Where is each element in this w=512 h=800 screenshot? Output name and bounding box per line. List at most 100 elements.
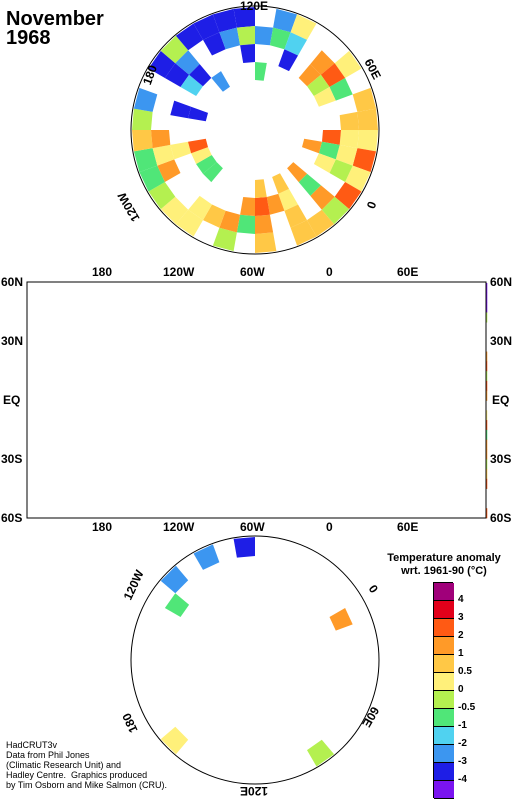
anomaly-cell [233, 7, 255, 28]
anomaly-cell [233, 537, 255, 558]
anomaly-cell [284, 32, 307, 56]
anomaly-cell [313, 87, 336, 107]
np-label-top: 120E [240, 0, 269, 13]
anomaly-cell [269, 27, 291, 50]
top-lon-120w: 120W [163, 265, 195, 279]
legend-swatch [434, 727, 454, 745]
anomaly-cell [148, 182, 176, 210]
anomaly-cell [188, 106, 208, 122]
credits-line5: by Tim Osborn and Mike Salmon (CRU). [6, 780, 168, 790]
anomaly-cell [202, 162, 223, 183]
anomaly-cell [322, 130, 341, 145]
anomaly-cell [321, 196, 350, 225]
legend-label: -3 [458, 756, 467, 767]
anomaly-cell [255, 214, 274, 234]
anomaly-cell [160, 196, 189, 225]
legend-label: -2 [458, 738, 467, 749]
anomaly-cell [313, 153, 336, 173]
legend-swatch [434, 637, 454, 655]
anomaly-cell [290, 14, 317, 40]
anomaly-cell [193, 544, 220, 570]
anomaly-cell [180, 74, 203, 96]
anomaly-cell [255, 232, 277, 253]
lat-right-eq: EQ [492, 393, 510, 407]
top-lon-0: 0 [326, 265, 333, 279]
anomaly-cell [133, 87, 158, 112]
anomaly-cell [329, 159, 353, 182]
lat-left-60s: 60S [1, 511, 23, 525]
legend-label: 1 [458, 648, 464, 659]
anomaly-cell [335, 144, 358, 166]
anomaly-cell [212, 227, 237, 252]
anomaly-cell [320, 63, 346, 87]
anomaly-cell [334, 50, 362, 78]
legend-swatch [434, 709, 454, 727]
anomaly-cell [139, 165, 165, 192]
bottom-lon-60w: 60W [240, 520, 265, 534]
anomaly-cell [310, 50, 335, 75]
anomaly-cell [191, 147, 212, 164]
legend-swatch [434, 673, 454, 691]
anomaly-cell [170, 100, 192, 119]
anomaly-cell [148, 50, 176, 78]
legend-label: -4 [458, 774, 467, 785]
anomaly-cell [160, 565, 189, 594]
legend-label: -0.5 [458, 702, 476, 713]
anomaly-cell [298, 64, 321, 87]
top-lon-180: 180 [92, 265, 113, 279]
credits-line2: Data from Phil Jones [6, 750, 90, 760]
credits-line4: Hadley Centre. Graphics produced [6, 770, 148, 780]
anomaly-cell [307, 739, 335, 767]
anomaly-cell [352, 148, 377, 173]
anomaly-cell [240, 44, 255, 63]
legend-swatch [434, 655, 454, 673]
legend-swatch [434, 601, 454, 619]
legend-label: 2 [458, 630, 464, 641]
anomaly-cell [211, 71, 230, 92]
anomaly-cell [175, 23, 203, 51]
anomaly-cell [175, 209, 203, 237]
anomaly-cell [157, 159, 181, 182]
legend-title-line2: wrt. 1961-90 (°C) [401, 565, 487, 577]
anomaly-cell [151, 130, 171, 149]
anomaly-cell [203, 204, 226, 228]
anomaly-cell [345, 165, 371, 192]
south-polar-map [130, 535, 380, 785]
anomaly-cell [219, 27, 241, 50]
anomaly-cell [160, 35, 189, 64]
lat-left-30n: 30N [1, 334, 24, 348]
anomaly-cell [298, 173, 321, 196]
bottom-lon-60e: 60E [397, 520, 419, 534]
title-year: 1968 [6, 27, 51, 49]
map-title: November 1968 [6, 9, 104, 49]
anomaly-cell [284, 204, 307, 228]
anomaly-cell [287, 162, 308, 183]
lat-left-eq: EQ [3, 393, 21, 407]
credits-line1: HadCRUT3v [6, 740, 58, 750]
anomaly-cell [133, 148, 158, 173]
lat-right-60n: 60N [490, 275, 512, 289]
top-lon-60w: 60W [240, 265, 265, 279]
anomaly-cell [189, 64, 212, 87]
legend-title-line1: Temperature anomaly [387, 552, 501, 564]
legend-swatch [434, 691, 454, 709]
anomaly-cell [310, 185, 335, 210]
legend-label: 3 [458, 612, 464, 623]
anomaly-cell [278, 49, 298, 72]
legend-label: 0.5 [458, 666, 472, 677]
anomaly-cell [132, 130, 153, 152]
anomaly-cell [188, 195, 212, 221]
legend-swatch [434, 763, 454, 781]
lat-right-30s: 30S [490, 452, 512, 466]
legend-swatch [434, 619, 454, 637]
anomaly-cell [160, 726, 189, 755]
anomaly-cell [152, 144, 175, 166]
anomaly-cell [307, 74, 330, 96]
main-equirectangular-map [26, 281, 488, 519]
anomaly-cell [164, 63, 190, 87]
legend-label: 0 [458, 684, 464, 695]
anomaly-cell [255, 26, 274, 46]
anomaly-cell [255, 179, 267, 198]
anomaly-cell [329, 78, 353, 101]
lat-left-60n: 60N [1, 275, 24, 289]
